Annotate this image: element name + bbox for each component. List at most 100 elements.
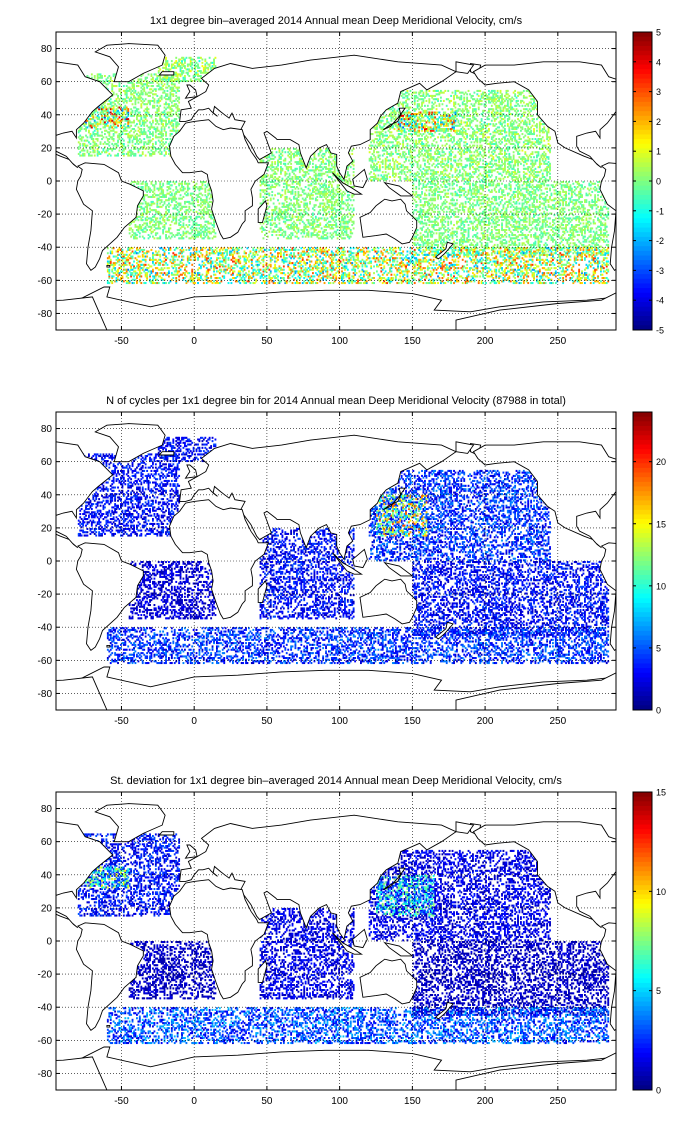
- velocity-cell: [186, 71, 189, 74]
- velocity-cell: [339, 225, 342, 228]
- velocity-cell: [396, 109, 399, 112]
- velocity-cell: [150, 75, 153, 78]
- velocity-cell: [115, 99, 118, 102]
- velocity-cell: [376, 146, 378, 149]
- velocity-cell: [170, 184, 173, 187]
- velocity-cell: [117, 109, 119, 112]
- velocity-cell: [322, 209, 325, 212]
- velocity-cell: [274, 156, 277, 159]
- velocity-cell: [341, 195, 343, 198]
- velocity-cell: [428, 147, 431, 150]
- velocity-cell: [114, 147, 117, 150]
- velocity-cell: [287, 212, 290, 215]
- velocity-cell: [329, 161, 332, 164]
- velocity-cell: [338, 232, 341, 235]
- velocity-cell: [138, 215, 141, 218]
- velocity-cell: [352, 164, 355, 167]
- velocity-cell: [415, 177, 418, 180]
- velocity-cell: [112, 123, 115, 126]
- velocity-cell: [170, 109, 173, 112]
- velocity-cell: [95, 133, 98, 136]
- velocity-cell: [163, 76, 166, 79]
- velocity-cell: [428, 144, 431, 147]
- velocity-cell: [178, 81, 181, 84]
- velocity-cell: [329, 192, 332, 195]
- velocity-cell: [210, 222, 213, 225]
- velocity-cell: [162, 85, 165, 88]
- velocity-cell: [335, 189, 338, 192]
- velocity-cell: [333, 161, 336, 164]
- velocity-cell: [314, 182, 317, 185]
- velocity-cell: [204, 205, 207, 208]
- velocity-cell: [136, 98, 138, 101]
- velocity-cell: [130, 227, 133, 230]
- velocity-cell: [410, 172, 413, 175]
- velocity-cell: [207, 205, 210, 208]
- velocity-cell: [405, 91, 407, 94]
- velocity-cell: [403, 151, 406, 154]
- velocity-cell: [352, 220, 355, 223]
- velocity-cell: [342, 232, 345, 235]
- velocity-cell: [102, 103, 105, 106]
- velocity-cell: [147, 81, 150, 84]
- velocity-cell: [400, 169, 403, 172]
- velocity-cell: [384, 167, 387, 170]
- velocity-cell: [376, 151, 378, 154]
- velocity-cell: [346, 172, 349, 175]
- velocity-cell: [428, 166, 431, 169]
- velocity-cell: [121, 98, 124, 101]
- velocity-cell: [150, 139, 153, 142]
- velocity-cell: [399, 142, 402, 145]
- velocity-cell: [410, 134, 413, 137]
- velocity-cell: [419, 123, 422, 126]
- velocity-cell: [198, 70, 201, 73]
- velocity-cell: [175, 215, 178, 218]
- velocity-cell: [114, 131, 117, 134]
- velocity-cell: [349, 235, 352, 238]
- velocity-cell: [137, 98, 140, 101]
- velocity-cell: [210, 61, 213, 64]
- velocity-cell: [272, 202, 275, 205]
- velocity-cell: [380, 121, 383, 124]
- velocity-cell: [278, 207, 281, 210]
- velocity-cell: [154, 141, 157, 144]
- velocity-cell: [297, 219, 300, 222]
- velocity-cell: [409, 179, 412, 182]
- velocity-cell: [162, 111, 165, 114]
- velocity-cell: [162, 133, 165, 136]
- velocity-cell: [317, 177, 320, 180]
- velocity-cell: [197, 56, 199, 59]
- velocity-cell: [82, 149, 85, 152]
- velocity-cell: [377, 154, 380, 157]
- velocity-cell: [195, 194, 198, 197]
- velocity-cell: [333, 192, 336, 195]
- velocity-cell: [172, 89, 175, 92]
- velocity-cell: [194, 187, 197, 190]
- velocity-cell: [408, 116, 410, 119]
- velocity-cell: [416, 134, 419, 137]
- velocity-cell: [312, 217, 314, 220]
- velocity-cell: [130, 114, 133, 117]
- velocity-cell: [297, 176, 300, 179]
- velocity-cell: [168, 80, 170, 83]
- velocity-cell: [169, 91, 172, 94]
- velocity-cell: [131, 109, 134, 112]
- velocity-cell: [410, 156, 413, 159]
- velocity-cell: [186, 200, 189, 203]
- velocity-cell: [178, 237, 181, 240]
- velocity-cell: [400, 171, 403, 174]
- velocity-cell: [156, 227, 159, 230]
- velocity-cell: [415, 126, 418, 129]
- velocity-cell: [429, 172, 432, 175]
- velocity-cell: [121, 116, 124, 119]
- velocity-cell: [317, 190, 320, 193]
- velocity-cell: [298, 152, 301, 155]
- velocity-cell: [154, 149, 157, 152]
- velocity-cell: [281, 202, 284, 205]
- velocity-cell: [138, 119, 141, 122]
- velocity-cell: [272, 177, 275, 180]
- velocity-cell: [428, 101, 431, 104]
- velocity-cell: [288, 204, 291, 207]
- velocity-cell: [204, 210, 207, 213]
- velocity-cell: [150, 126, 153, 129]
